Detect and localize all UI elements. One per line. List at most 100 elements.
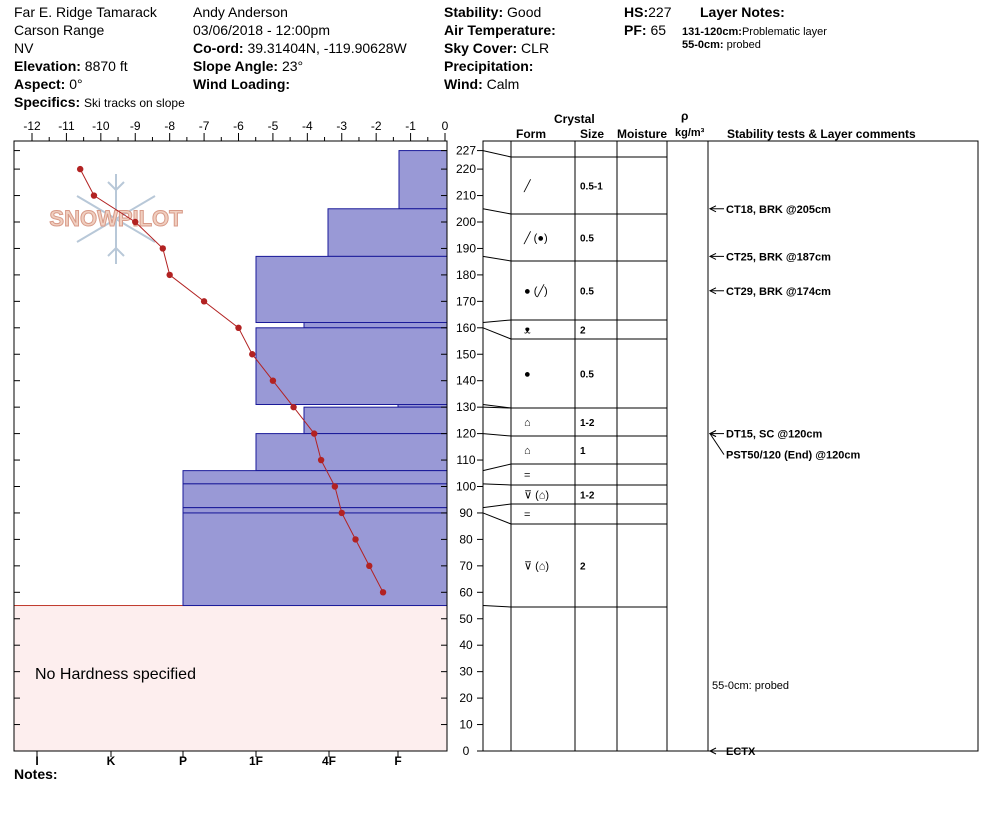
depth-tick-label: 40 <box>459 638 473 652</box>
grain-size-label: 2 <box>580 326 586 337</box>
grain-size-label: 1 <box>580 446 586 457</box>
temperature-point <box>352 536 359 543</box>
grain-size-label: 1-2 <box>580 418 595 429</box>
form-header: Form <box>516 127 546 141</box>
hardness-tick-label: K <box>107 754 116 768</box>
observer-name: Andy Anderson <box>193 4 288 20</box>
temp-tick-label: -4 <box>302 119 313 133</box>
layer-connector <box>482 319 512 324</box>
temperature-point <box>249 351 256 358</box>
temperature-point <box>200 298 208 305</box>
wind-loading: Wind Loading: <box>193 76 291 92</box>
stability-test-label: ECTX <box>726 746 756 758</box>
sky-cover: Sky Cover: CLR <box>444 40 550 56</box>
depth-tick-label: 80 <box>459 532 473 546</box>
hardness-layer-bar <box>182 483 448 509</box>
layer-connector <box>482 503 512 509</box>
grain-form-symbol: ╱ <box>523 179 532 193</box>
depth-tick-label: 60 <box>459 585 473 599</box>
temperature-profile <box>76 165 387 596</box>
air-temperature: Air Temperature: <box>444 22 556 38</box>
penetration-foot: PF: 65 <box>624 22 667 38</box>
depth-tick-label: 90 <box>459 506 473 520</box>
coordinates: Co-ord: 39.31404N, -119.90628W <box>193 40 407 56</box>
depth-tick-label: 190 <box>456 241 476 255</box>
stability-tests: CT18, BRK @205cm CT25, BRK @187cm CT29, BR… <box>708 204 860 758</box>
stability-arrowhead <box>708 430 717 438</box>
hardness-layer-bar <box>182 512 448 607</box>
temp-tick-label: -12 <box>23 119 41 133</box>
temperature-point <box>366 562 373 570</box>
stability-arrow <box>709 433 725 455</box>
grain-form-symbol: = <box>524 470 530 482</box>
depth-tick-label: 140 <box>456 374 476 388</box>
hardness-tick-label: P <box>179 754 187 768</box>
temp-tick-label: -6 <box>233 119 244 133</box>
slope-angle: Slope Angle: 23° <box>193 58 304 74</box>
depth-tick-label: 170 <box>456 294 476 308</box>
crystal-table-frame <box>482 140 979 752</box>
depth-tick-label: 180 <box>456 268 476 282</box>
hardness-layer-bar <box>255 327 448 406</box>
temperature-point <box>159 245 166 252</box>
hardness-layer-bar <box>303 406 448 435</box>
stability-arrowhead <box>708 252 717 260</box>
grain-size-label: 0.5-1 <box>580 182 603 193</box>
axes: -12 -11 -10 -9 -8 -7 -6 -5 -4 -3 -2 -1 0227220210200… <box>14 119 483 768</box>
stability-comments-header: Stability tests & Layer comments <box>727 127 916 141</box>
specifics: Specifics: Ski tracks on slope <box>14 94 185 110</box>
grain-form-symbol: ⊽ (⌂) <box>524 490 549 502</box>
layer-comment: 55-0cm: probed <box>712 680 789 692</box>
temperature-point <box>331 483 339 490</box>
size-header: Size <box>580 127 605 141</box>
depth-tick-label: 70 <box>459 559 473 573</box>
hardness-tick-label: 4F <box>322 754 336 768</box>
density-header: kg/m³ <box>675 127 705 139</box>
moisture-header: Moisture <box>617 127 668 141</box>
temp-tick-label: -1 <box>405 119 416 133</box>
layer-connector <box>482 150 512 158</box>
depth-tick-label: 110 <box>456 453 475 467</box>
rho-header: ρ <box>681 109 689 123</box>
grain-form-symbol: ⊽ (⌂) <box>524 561 549 573</box>
depth-tick-label: 100 <box>456 480 476 494</box>
layer-notes-title: Layer Notes: <box>700 4 785 20</box>
stability-arrowhead <box>708 287 717 295</box>
temperature-point <box>379 589 387 596</box>
depth-tick-label: 210 <box>456 189 476 203</box>
layer-connector <box>482 605 512 608</box>
grain-form-symbol: = <box>524 509 530 521</box>
temp-tick-label: -10 <box>92 119 110 133</box>
hardness-layer-bar <box>255 433 448 472</box>
temperature-point <box>166 271 173 279</box>
stability-test-label: PST50/120 (End) @120cm <box>726 450 860 462</box>
grain-form-symbol: ⌂ <box>524 445 531 457</box>
hardness-tick-label: F <box>394 754 401 768</box>
hardness-layer-bar <box>398 150 448 210</box>
grain-form-symbol: ● (╱) <box>524 284 548 298</box>
grain-form-symbol: ⌂ <box>524 417 531 429</box>
temp-tick-label: -11 <box>58 119 75 133</box>
state-name: NV <box>14 40 34 56</box>
grain-size-label: 1-2 <box>580 491 595 502</box>
temp-tick-label: -3 <box>336 119 347 133</box>
grain-form-symbol: ╱ (●) <box>523 231 548 245</box>
depth-tick-label: 220 <box>456 162 476 176</box>
wind: Wind: Calm <box>444 76 520 92</box>
elevation: Elevation: 8870 ft <box>14 58 128 74</box>
hardness-layer-bar <box>182 470 448 485</box>
depth-tick-label: 130 <box>456 400 476 414</box>
layer-connector <box>482 483 512 486</box>
location-name: Far E. Ridge Tamarack <box>14 4 157 20</box>
hardness-layer-bar <box>182 507 448 514</box>
layer-connector <box>482 255 512 262</box>
grain-form-symbol: ● <box>524 369 531 381</box>
depth-tick-label: 200 <box>456 215 476 229</box>
temperature-point <box>338 509 345 517</box>
depth-tick-label: 50 <box>459 612 473 626</box>
stability-arrowhead <box>708 205 717 213</box>
temp-tick-label: -8 <box>164 119 175 133</box>
temperature-point <box>290 403 297 411</box>
crystal-header: Crystal <box>554 112 595 126</box>
layer-connector <box>482 463 512 472</box>
